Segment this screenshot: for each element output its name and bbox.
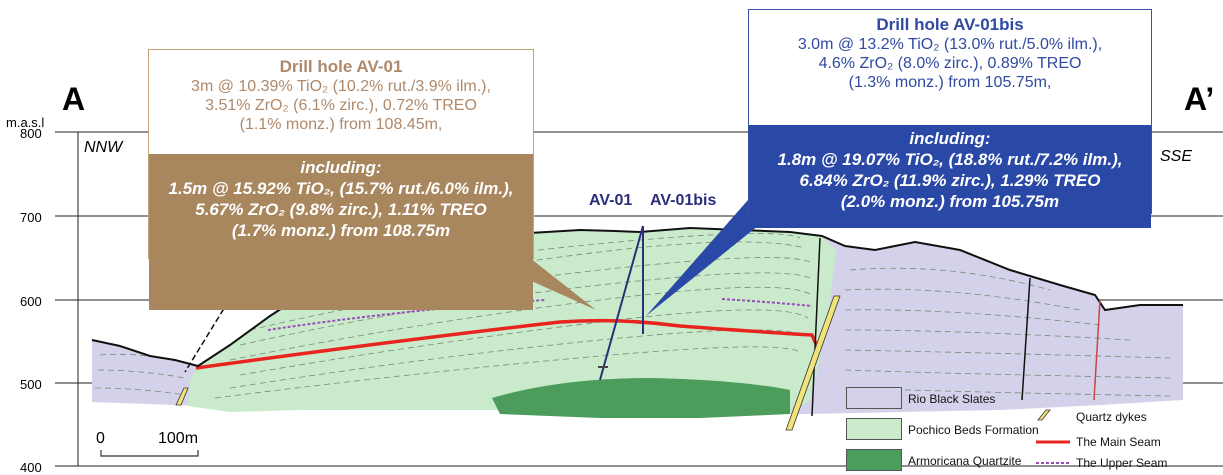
legend-label-main-seam: The Main Seam	[1076, 435, 1161, 449]
bedding-lines	[94, 233, 1171, 399]
callout-line: 3.51% ZrO₂ (6.1% zirc.), 0.72% TREO	[205, 97, 477, 114]
highlight-line: 6.84% ZrO₂ (11.9% zirc.), 1.29% TREO	[799, 171, 1101, 190]
callout-highlight: including: 1.5m @ 15.92% TiO₂, (15.7% ru…	[149, 154, 533, 310]
callout-line: 4.6% ZrO₂ (8.0% zirc.), 0.89% TREO	[818, 55, 1082, 72]
scale-bar	[100, 450, 199, 457]
callout-line: (1.3% monz.) from 105.75m,	[848, 74, 1052, 91]
drill-label-av01bis: AV-01bis	[650, 192, 717, 209]
callout-highlight: including: 1.8m @ 19.07% TiO₂, (18.8% ru…	[749, 125, 1151, 228]
legend-label-upper-seam: The Upper Seam	[1076, 456, 1168, 470]
y-tick-700: 700	[20, 210, 42, 225]
fault-line-east	[811, 237, 821, 417]
y-tick-500: 500	[20, 377, 42, 392]
fault-line-far-east-red	[1093, 299, 1101, 401]
y-axis-title: m.a.s.l	[6, 115, 45, 130]
legend-swatch-slates	[846, 387, 902, 409]
highlight-line: including:	[300, 158, 382, 177]
legend-label-slates: Rio Black Slates	[908, 392, 996, 406]
direction-nnw: NNW	[84, 139, 123, 156]
highlight-line: (2.0% monz.) from 105.75m	[840, 192, 1060, 211]
callout-title: Drill hole AV-01bis	[876, 15, 1024, 34]
direction-sse: SSE	[1160, 148, 1193, 165]
y-tick-800: 800	[20, 126, 42, 141]
y-tick-400: 400	[20, 460, 42, 475]
highlight-line: (1.7% monz.) from 108.75m	[231, 221, 451, 240]
quartz-dyke-west	[175, 387, 189, 406]
fault-line-far-east	[1021, 277, 1031, 401]
armoricana-quartzite-unit	[492, 378, 790, 418]
legend-label-armoricana: Armoricana Quartzite	[908, 454, 1022, 468]
topography-line	[91, 226, 1183, 368]
drill-hole-av01-callout: Drill hole AV-01 3m @ 10.39% TiO₂ (10.2%…	[148, 49, 534, 310]
scale-bar-start: 0	[96, 430, 105, 447]
legend-swatch-armoricana	[846, 449, 902, 471]
callout-line: 3.0m @ 13.2% TiO₂ (13.0% rut./5.0% ilm.)…	[797, 36, 1103, 53]
legend-label-quartz-dykes: Quartz dykes	[1076, 410, 1147, 424]
section-end-label: A’	[1184, 81, 1215, 117]
y-tick-600: 600	[20, 294, 42, 309]
callout-title: Drill hole AV-01	[279, 57, 403, 76]
highlight-line: 1.5m @ 15.92% TiO₂, (15.7% rut./6.0% ilm…	[168, 179, 514, 198]
callout-pointer-av01bis	[646, 200, 790, 316]
upper-seam-line-east	[721, 298, 813, 307]
highlight-line: including:	[909, 129, 991, 148]
callout-line: 3m @ 10.39% TiO₂ (10.2% rut./3.9% ilm.),	[191, 78, 491, 95]
legend-label-pochico: Pochico Beds Formation	[908, 423, 1039, 437]
main-seam-line	[195, 318, 818, 370]
drill-hole-av01bis-callout: Drill hole AV-01bis 3.0m @ 13.2% TiO₂ (1…	[748, 9, 1152, 228]
section-start-label: A	[62, 81, 86, 117]
highlight-line: 1.8m @ 19.07% TiO₂, (18.8% rut./7.2% ilm…	[777, 150, 1123, 169]
drill-hole-av01	[599, 225, 644, 381]
drill-label-av01: AV-01	[589, 192, 633, 209]
quartz-dyke-icon	[1037, 409, 1051, 421]
highlight-line: 5.67% ZrO₂ (9.8% zirc.), 1.11% TREO	[195, 200, 487, 219]
legend-swatch-pochico	[846, 418, 902, 440]
scale-bar-end: 100m	[158, 430, 199, 447]
callout-line: (1.1% monz.) from 108.45m,	[239, 116, 443, 133]
quartz-dyke-east	[785, 295, 841, 431]
